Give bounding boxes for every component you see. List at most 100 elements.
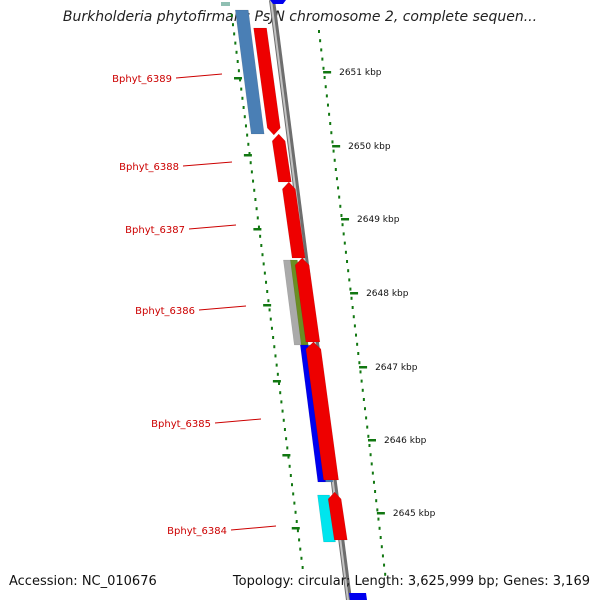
tick-dot <box>348 278 351 282</box>
tick-dot <box>351 306 354 309</box>
tick-dot <box>255 207 258 211</box>
gene-label: Bphyt_6386 <box>135 306 195 317</box>
tick-dot <box>273 345 276 349</box>
label-connector <box>230 525 277 531</box>
tick-dot <box>287 455 290 459</box>
gene-arrow <box>294 257 321 343</box>
gene-layer <box>253 27 348 541</box>
major-tick <box>243 154 252 157</box>
major-tick <box>253 228 262 231</box>
tick-dot <box>320 48 323 52</box>
tick-dot <box>261 253 264 257</box>
tick-dot <box>241 96 244 100</box>
tick-dot <box>361 388 364 392</box>
tick-dot <box>288 464 291 468</box>
tick-dot <box>259 234 262 238</box>
tick-dot <box>330 131 333 135</box>
top-blue-marker <box>270 0 286 4</box>
major-tick <box>272 380 281 383</box>
major-tick <box>367 439 376 442</box>
tick-dot <box>352 315 355 319</box>
tick-dot <box>262 262 265 266</box>
tick-dot <box>363 407 366 411</box>
tick-dot <box>359 370 362 374</box>
tick-dot <box>285 437 288 441</box>
tick-dot <box>236 60 239 63</box>
tick-dot <box>289 474 292 477</box>
tick-dot <box>329 122 332 125</box>
label-layer: Bphyt_6389 Bphyt_6388 Bphyt_6387 Bphyt_6386… <box>112 73 277 537</box>
tick-dot <box>269 317 272 321</box>
tick-dot <box>366 425 369 429</box>
tick-dot <box>250 170 253 174</box>
tick-dot <box>332 149 335 153</box>
summary-text: Topology: circular; Length: 3,625,999 bp… <box>232 574 590 589</box>
tick-dot <box>231 23 234 27</box>
feature-band <box>234 9 265 135</box>
gene-arrow <box>253 27 281 136</box>
tick-dot <box>260 244 263 247</box>
tick-dot <box>265 280 268 284</box>
tick-dot <box>381 554 384 558</box>
tick-dot <box>349 287 352 291</box>
label-connector <box>188 224 237 230</box>
tick-dot <box>341 223 344 227</box>
kbp-label: 2645 kbp <box>393 509 436 519</box>
tick-dot <box>270 326 273 330</box>
tick-dot <box>296 529 299 533</box>
tick-dot <box>263 271 266 275</box>
tick-dot <box>292 492 295 496</box>
kbp-label: 2647 kbp <box>375 363 418 373</box>
kbp-label: 2649 kbp <box>357 215 400 225</box>
gene-arrow <box>305 341 339 481</box>
major-tick <box>350 292 359 295</box>
tick-dot <box>370 462 373 466</box>
tick-dot <box>377 517 380 521</box>
major-tick <box>263 304 272 307</box>
tick-dot <box>342 232 345 236</box>
gene-arrow <box>327 491 348 541</box>
tick-dot <box>337 186 340 190</box>
tick-dot <box>368 444 371 447</box>
tick-dot <box>350 296 353 300</box>
tick-dot <box>243 115 246 119</box>
tick-dot <box>280 400 283 404</box>
tick-dot <box>275 363 278 367</box>
gene-label: Bphyt_6384 <box>167 526 227 537</box>
tick-dot <box>252 179 255 183</box>
tick-dot <box>346 260 349 263</box>
tick-dot <box>248 152 251 155</box>
tick-dot <box>244 124 247 128</box>
tick-dot <box>294 510 297 514</box>
tick-dot <box>384 572 387 576</box>
tick-dot <box>291 483 294 487</box>
feature-band <box>317 494 336 543</box>
tick-dot <box>374 490 377 493</box>
label-connector <box>175 73 223 79</box>
tick-dot <box>295 520 298 523</box>
tick-dot <box>266 290 269 293</box>
tick-dot <box>325 94 328 98</box>
tick-dot <box>335 177 338 181</box>
map-title: Burkholderia phytofirmans PsJN chromosom… <box>62 9 538 25</box>
tick-dot <box>324 85 327 89</box>
tick-dot <box>353 324 356 328</box>
tick-dot <box>267 299 270 303</box>
tick-dot <box>376 508 379 512</box>
tick-dot <box>246 133 249 137</box>
major-tick <box>234 77 243 80</box>
accession-text: Accession: NC_010676 <box>9 574 157 589</box>
tick-dot <box>371 471 374 475</box>
tick-dot <box>344 250 347 254</box>
tick-dot <box>233 32 236 36</box>
tick-dot <box>383 563 386 567</box>
tick-dot <box>369 453 372 457</box>
kbp-label: 2651 kbp <box>339 68 382 78</box>
tick-dot <box>257 225 260 229</box>
tick-dot <box>268 308 271 312</box>
gene-label: Bphyt_6387 <box>125 225 185 236</box>
tick-dot <box>247 142 250 146</box>
tick-dot <box>339 204 342 208</box>
tick-dot <box>356 342 359 346</box>
